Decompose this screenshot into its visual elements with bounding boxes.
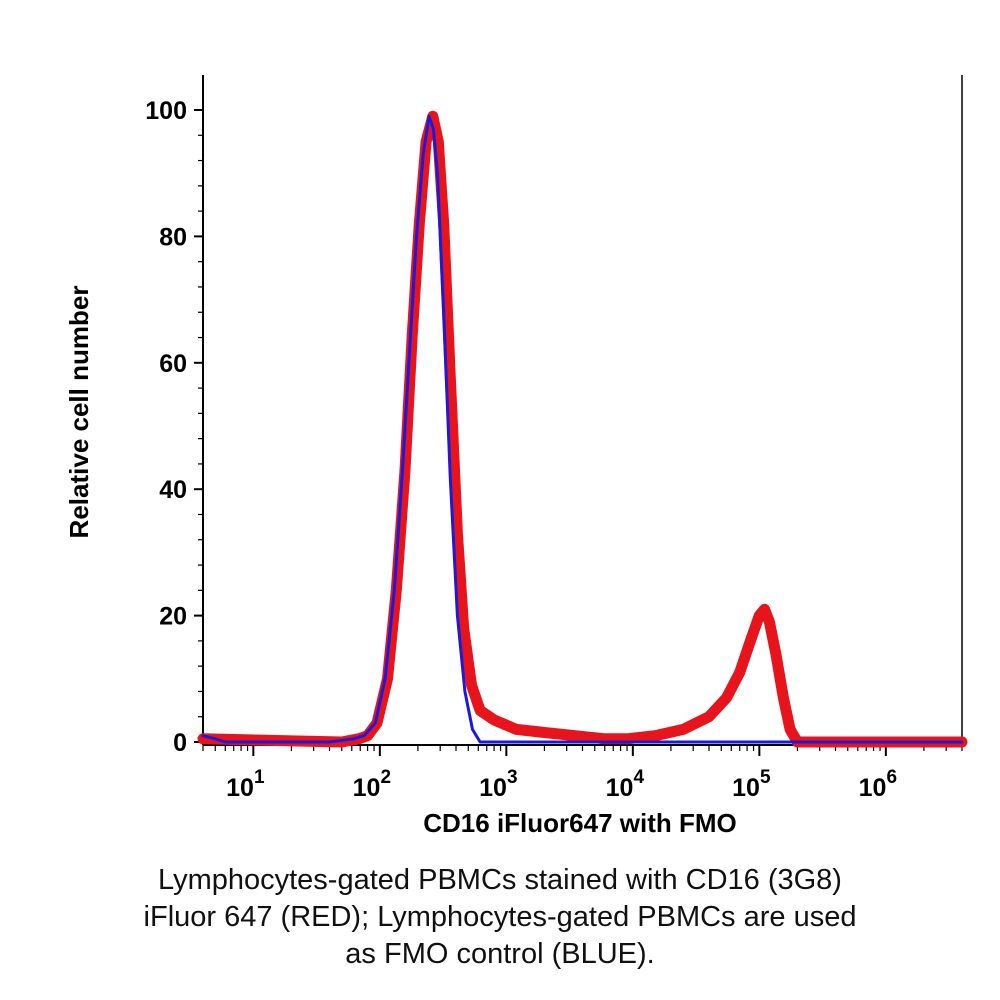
x-tick-label: 106 (859, 767, 897, 802)
y-axis-title: Relative cell number (64, 286, 94, 539)
y-tick-label: 60 (159, 350, 187, 378)
caption-line-3: as FMO control (BLUE). (345, 938, 655, 970)
cd16-stained-histogram (197, 110, 968, 748)
x-tick-label: 101 (226, 767, 265, 802)
caption-line-2: iFluor 647 (RED); Lymphocytes-gated PBMC… (143, 901, 857, 933)
series-layer (197, 110, 968, 748)
y-tick-label: 20 (159, 603, 187, 631)
plot-frame (202, 75, 963, 746)
y-tick-label: 100 (145, 97, 187, 125)
x-tick-label: 102 (353, 767, 391, 802)
x-tick-label: 104 (606, 767, 645, 802)
x-tick-label: 103 (479, 767, 517, 802)
figure-caption: Lymphocytes-gated PBMCs stained with CD1… (0, 862, 1000, 973)
x-axis-title: CD16 iFluor647 with FMO (423, 808, 737, 838)
histogram-chart: 0 20 40 60 80 100 101 102 103 104 105 106 CD16 iFl… (64, 75, 968, 838)
y-tick-label: 0 (173, 729, 187, 757)
fmo-control-histogram (201, 114, 964, 744)
x-axis: 101 102 103 104 105 106 (202, 745, 963, 802)
x-tick-label: 105 (732, 767, 771, 802)
y-tick-label: 80 (159, 223, 187, 251)
y-axis: 0 20 40 60 80 100 (145, 97, 203, 757)
caption-line-1: Lymphocytes-gated PBMCs stained with CD1… (158, 864, 842, 896)
y-tick-label: 40 (159, 476, 187, 504)
